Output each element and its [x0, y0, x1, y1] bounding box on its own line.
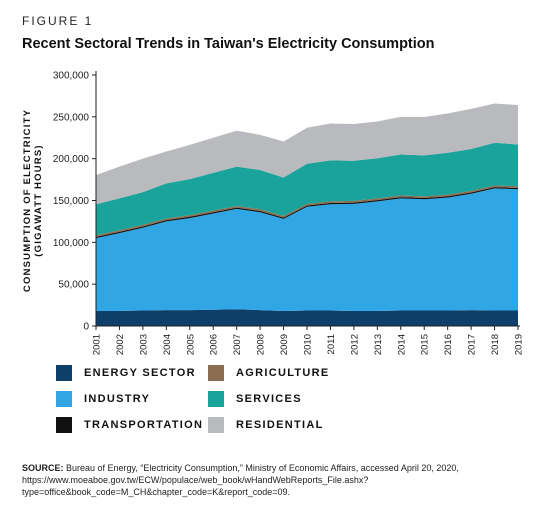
area-industry [96, 188, 518, 311]
x-tick-label: 2019 [514, 334, 525, 355]
y-tick-label: 300,000 [53, 71, 90, 82]
legend-label-industry: INDUSTRY [84, 393, 151, 405]
y-tick-label: 0 [83, 322, 89, 333]
area-agriculture [96, 185, 518, 237]
x-tick-label: 2010 [303, 334, 314, 355]
x-tick-group: 2001 2002 2003 2004 2005 2006 2007 2008 2009 2010… [92, 326, 525, 355]
legend-swatch-industry [56, 391, 72, 407]
legend-swatch-energy-sector [56, 365, 72, 381]
legend-swatch-residential [208, 417, 224, 433]
area-residential [96, 103, 518, 205]
area-energy-sector [96, 309, 518, 326]
x-tick-label: 2013 [373, 334, 384, 355]
y-axis-label-line1: CONSUMPTION OF ELECTRICITY [22, 109, 33, 292]
legend-item-energy-sector: ENERGY SECTOR [56, 365, 208, 381]
legend-item-industry: INDUSTRY [56, 391, 208, 407]
x-tick-label: 2014 [396, 334, 407, 355]
y-tick-label: 50,000 [58, 280, 89, 291]
y-tick-label: 250,000 [53, 112, 90, 123]
x-tick-label: 2009 [279, 334, 290, 355]
x-tick-label: 2015 [420, 334, 431, 355]
legend-swatch-transportation [56, 417, 72, 433]
legend-item-transportation: TRANSPORTATION [56, 417, 208, 433]
x-tick-label: 2002 [115, 334, 126, 355]
legend-label-transportation: TRANSPORTATION [84, 419, 204, 431]
legend-item-agriculture: AGRICULTURE [208, 365, 378, 381]
y-tick-group: 0 50,000 100,000 150,000 200,000 250,000 300,0… [53, 71, 96, 333]
legend-swatch-services [208, 391, 224, 407]
x-tick-label: 2011 [326, 334, 337, 354]
figure-label: FIGURE 1 [22, 14, 94, 28]
source-text: Bureau of Energy, “Electricity Consumpti… [22, 463, 459, 497]
x-tick-label: 2016 [443, 334, 454, 355]
legend-swatch-agriculture [208, 365, 224, 381]
legend-label-agriculture: AGRICULTURE [236, 367, 330, 379]
y-axis-label-line2: (GIGAWATT HOURS) [33, 144, 44, 256]
source-note: SOURCE: Bureau of Energy, “Electricity C… [22, 462, 534, 498]
x-tick-label: 2004 [162, 334, 173, 355]
x-tick-label: 2008 [256, 334, 267, 355]
area-series-group [96, 103, 518, 326]
y-tick-label: 100,000 [53, 238, 90, 249]
source-label: SOURCE: [22, 463, 64, 473]
x-tick-label: 2012 [349, 334, 360, 355]
legend: ENERGY SECTOR AGRICULTURE INDUSTRY SERVI… [56, 365, 386, 433]
y-tick-label: 150,000 [53, 196, 90, 207]
x-tick-label: 2003 [138, 334, 149, 355]
x-tick-label: 2005 [185, 334, 196, 355]
y-tick-label: 200,000 [53, 154, 90, 165]
x-tick-label: 2017 [467, 334, 478, 355]
y-axis-label: CONSUMPTION OF ELECTRICITY (GIGAWATT HOU… [22, 109, 44, 292]
legend-item-services: SERVICES [208, 391, 378, 407]
chart-area: CONSUMPTION OF ELECTRICITY (GIGAWATT HOU… [22, 71, 525, 356]
chart-title: Recent Sectoral Trends in Taiwan's Elect… [22, 36, 435, 52]
x-tick-label: 2006 [209, 334, 220, 355]
legend-label-services: SERVICES [236, 393, 302, 405]
legend-label-energy-sector: ENERGY SECTOR [84, 367, 196, 379]
legend-label-residential: RESIDENTIAL [236, 419, 324, 431]
x-tick-label: 2001 [92, 334, 103, 355]
area-transportation [96, 187, 518, 239]
area-services [96, 142, 518, 236]
legend-item-residential: RESIDENTIAL [208, 417, 378, 433]
x-tick-label: 2018 [490, 334, 501, 355]
x-tick-label: 2007 [232, 334, 243, 355]
